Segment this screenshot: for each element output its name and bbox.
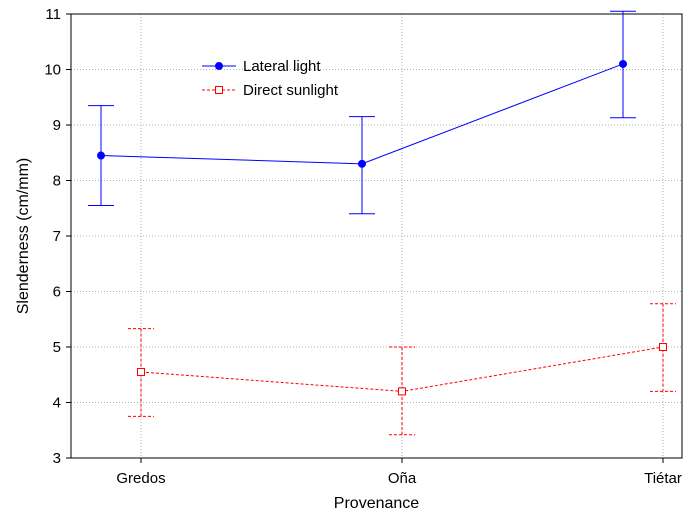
series-layer: [88, 10, 676, 436]
data-point: [358, 159, 366, 168]
y-tick-label: 11: [45, 6, 61, 23]
data-point: [137, 367, 145, 376]
x-tick-label: Tiétar: [644, 470, 682, 487]
x-axis-title: Provenance: [334, 495, 419, 512]
y-tick-label: 7: [53, 228, 61, 245]
data-point: [97, 151, 105, 160]
legend-label: Lateral light: [243, 58, 321, 75]
y-axis-title: Slenderness (cm/mm): [15, 158, 32, 314]
x-tick-label: Oña: [388, 470, 417, 487]
legend-marker: [215, 86, 223, 94]
series-direct-sunlight: [128, 303, 676, 436]
legend-item: Lateral light: [202, 58, 321, 75]
legend-marker: [215, 62, 223, 70]
y-tick-label: 8: [53, 173, 61, 190]
y-tick-label: 5: [53, 339, 61, 356]
legend-label: Direct sunlight: [243, 82, 339, 99]
legend: Lateral light Direct sunlight: [202, 58, 339, 99]
data-point: [619, 59, 627, 68]
data-point: [659, 343, 667, 351]
y-tick-label: 6: [53, 284, 61, 301]
y-tick-label: 9: [53, 117, 61, 134]
y-tick-label: 4: [53, 395, 61, 412]
x-tick-label: Gredos: [116, 470, 165, 487]
legend-item: Direct sunlight: [202, 82, 339, 99]
series-lateral-light: [88, 10, 636, 215]
data-point: [398, 387, 406, 396]
axes: 3 4 5 6 7 8 9 10 11 Gredos Oña Tiétar: [44, 6, 683, 487]
y-tick-label: 10: [44, 62, 61, 79]
y-tick-label: 3: [53, 450, 61, 467]
